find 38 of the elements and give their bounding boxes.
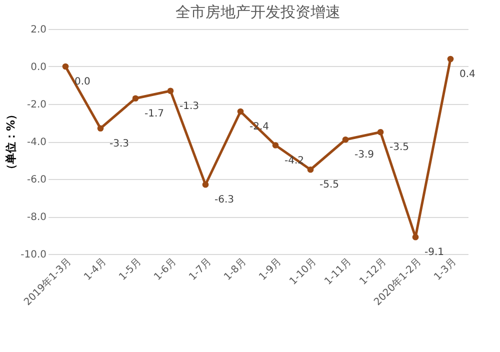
x-tick-label: 1-6月: [152, 256, 179, 283]
chart-title: 全市房地产开发投资增速: [176, 3, 340, 21]
point: [237, 108, 244, 115]
text: -9.1: [424, 247, 444, 258]
point: [167, 88, 174, 94]
x-tick-label: 1-4月: [82, 256, 109, 283]
point: [412, 234, 419, 240]
text: -1.3: [180, 100, 200, 112]
point: [447, 56, 454, 62]
text: -1.7: [144, 108, 164, 120]
point: [62, 63, 69, 70]
y-tick-label: 2.0: [30, 24, 46, 36]
text: -5.5: [320, 180, 340, 191]
point: [97, 125, 104, 132]
text: 0.4: [460, 69, 476, 80]
x-tick-label: 1-3月: [432, 256, 459, 283]
point: [307, 166, 314, 173]
text: -6.3: [214, 194, 234, 206]
text: -3.3: [110, 138, 130, 150]
y-tick-label: -4.0: [26, 137, 46, 148]
point: [272, 142, 279, 148]
point: [342, 136, 349, 143]
x-tick-label: 1-7月: [187, 256, 214, 283]
y-tick-label: -8.0: [26, 212, 46, 223]
y-tick-label: 0.0: [30, 62, 46, 73]
y-tick-label: -6.0: [26, 174, 46, 186]
x-tick-label: 1-9月: [257, 256, 284, 283]
y-tick-label: -2.0: [26, 100, 46, 110]
point: [377, 128, 384, 136]
x-tick-label: 1-8月: [222, 256, 249, 283]
point: [202, 181, 209, 188]
y-tick-label: -10.0: [20, 250, 46, 260]
text: -3.9: [354, 150, 374, 161]
text: 0.0: [74, 76, 90, 88]
x-tick-label: 1-5月: [117, 256, 144, 283]
text: -3.5: [390, 142, 410, 154]
y-axis-title: （单位：%）: [4, 108, 18, 176]
point: [132, 95, 139, 102]
